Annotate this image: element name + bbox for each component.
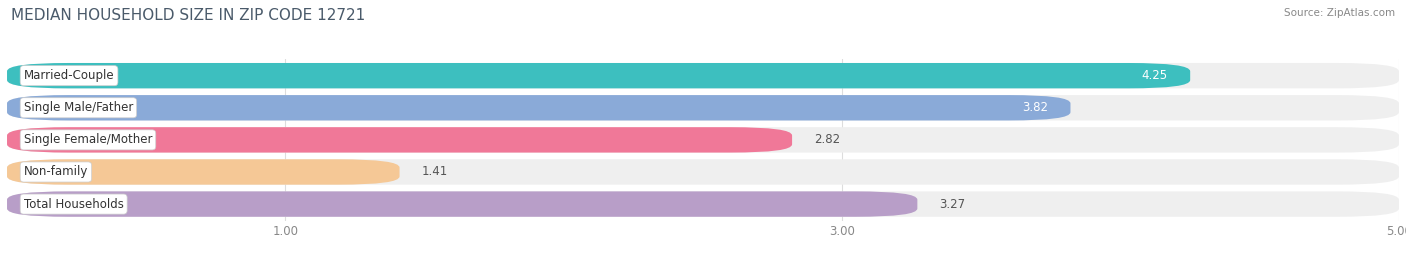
FancyBboxPatch shape	[7, 191, 917, 217]
Text: Single Male/Father: Single Male/Father	[24, 101, 134, 114]
Text: 2.82: 2.82	[814, 133, 841, 146]
Text: MEDIAN HOUSEHOLD SIZE IN ZIP CODE 12721: MEDIAN HOUSEHOLD SIZE IN ZIP CODE 12721	[11, 8, 366, 23]
FancyBboxPatch shape	[7, 95, 1070, 121]
FancyBboxPatch shape	[7, 63, 1399, 89]
Text: Non-family: Non-family	[24, 165, 89, 178]
FancyBboxPatch shape	[7, 127, 792, 153]
Text: 3.82: 3.82	[1022, 101, 1049, 114]
Text: 3.27: 3.27	[939, 198, 966, 211]
Text: Source: ZipAtlas.com: Source: ZipAtlas.com	[1284, 8, 1395, 18]
Text: Single Female/Mother: Single Female/Mother	[24, 133, 152, 146]
FancyBboxPatch shape	[7, 159, 399, 185]
Text: Married-Couple: Married-Couple	[24, 69, 114, 82]
FancyBboxPatch shape	[7, 63, 1191, 89]
Text: 1.41: 1.41	[422, 165, 449, 178]
FancyBboxPatch shape	[7, 191, 1399, 217]
Text: Total Households: Total Households	[24, 198, 124, 211]
FancyBboxPatch shape	[7, 159, 1399, 185]
FancyBboxPatch shape	[7, 127, 1399, 153]
Text: 4.25: 4.25	[1142, 69, 1168, 82]
FancyBboxPatch shape	[7, 95, 1399, 121]
